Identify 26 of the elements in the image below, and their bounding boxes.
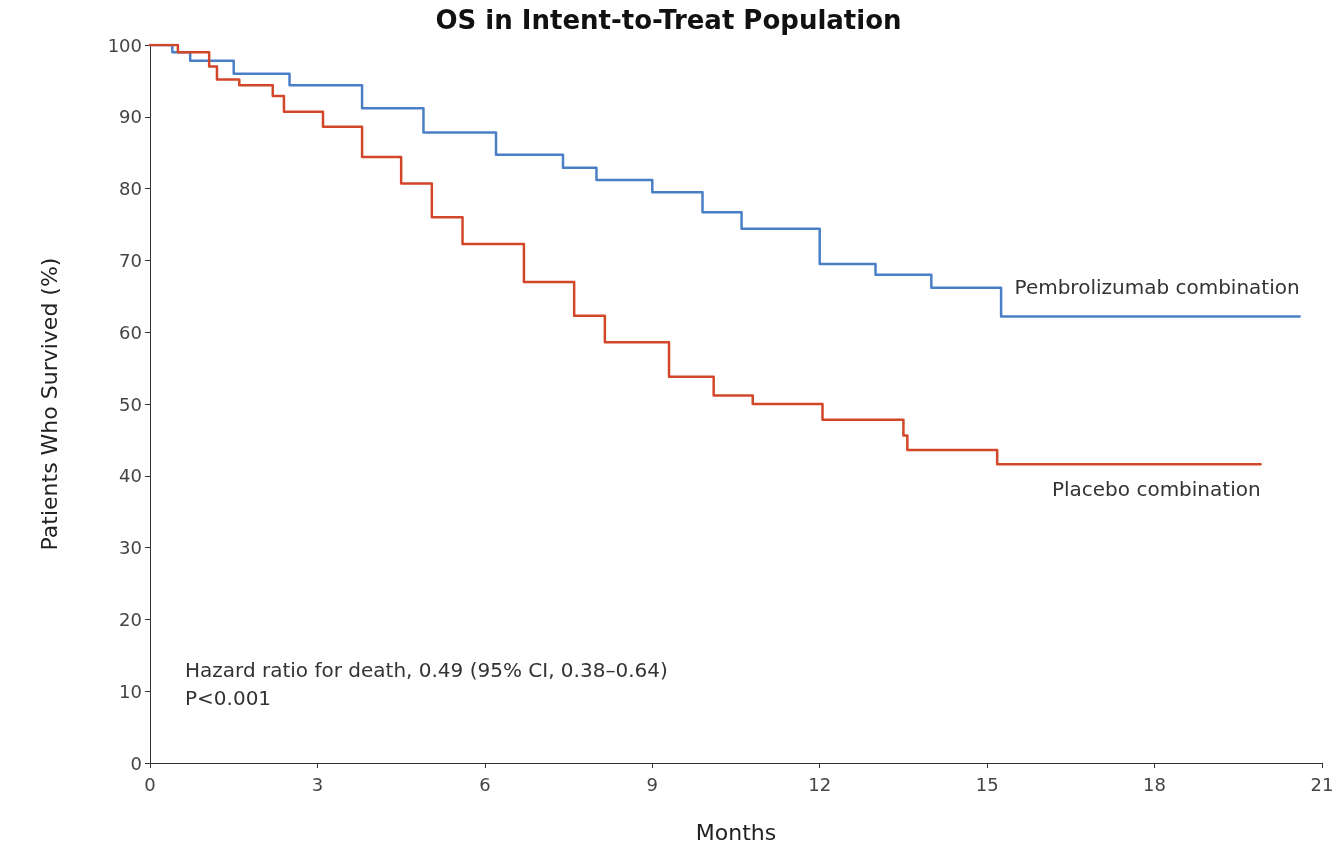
- y-axis-title: Patients Who Survived (%): [36, 257, 62, 551]
- x-tick-label: 18: [1143, 773, 1167, 795]
- y-tick-label: 90: [119, 106, 142, 128]
- annotation: P<0.001: [185, 686, 272, 710]
- y-tick-label: 10: [119, 680, 142, 702]
- series-label: Pembrolizumab combination: [1014, 275, 1300, 300]
- x-tick-label: 15: [975, 773, 999, 795]
- series-label: Placebo combination: [1051, 477, 1261, 502]
- annotation: Hazard ratio for death, 0.49 (95% CI, 0.38–0.64): [185, 658, 668, 682]
- x-tick-label: 12: [808, 773, 832, 795]
- y-tick-label: 50: [119, 393, 142, 415]
- y-tick-label: 20: [119, 608, 142, 630]
- x-axis-title: Months: [695, 819, 777, 845]
- x-tick-label: 9: [646, 773, 659, 795]
- y-tick-label: 30: [119, 537, 142, 559]
- y-tick-label: 100: [107, 34, 142, 56]
- x-tick-label: 6: [479, 773, 491, 795]
- chart-title: OS in Intent-to-Treat Population: [435, 5, 902, 35]
- x-tick-label: 0: [144, 773, 156, 795]
- y-tick-label: 40: [119, 465, 142, 487]
- y-tick-label: 0: [130, 752, 142, 774]
- y-tick-label: 80: [119, 178, 142, 200]
- y-tick-label: 70: [119, 249, 142, 271]
- y-tick-label: 60: [119, 321, 142, 343]
- x-tick-label: 21: [1310, 773, 1334, 795]
- x-tick-label: 3: [311, 773, 324, 795]
